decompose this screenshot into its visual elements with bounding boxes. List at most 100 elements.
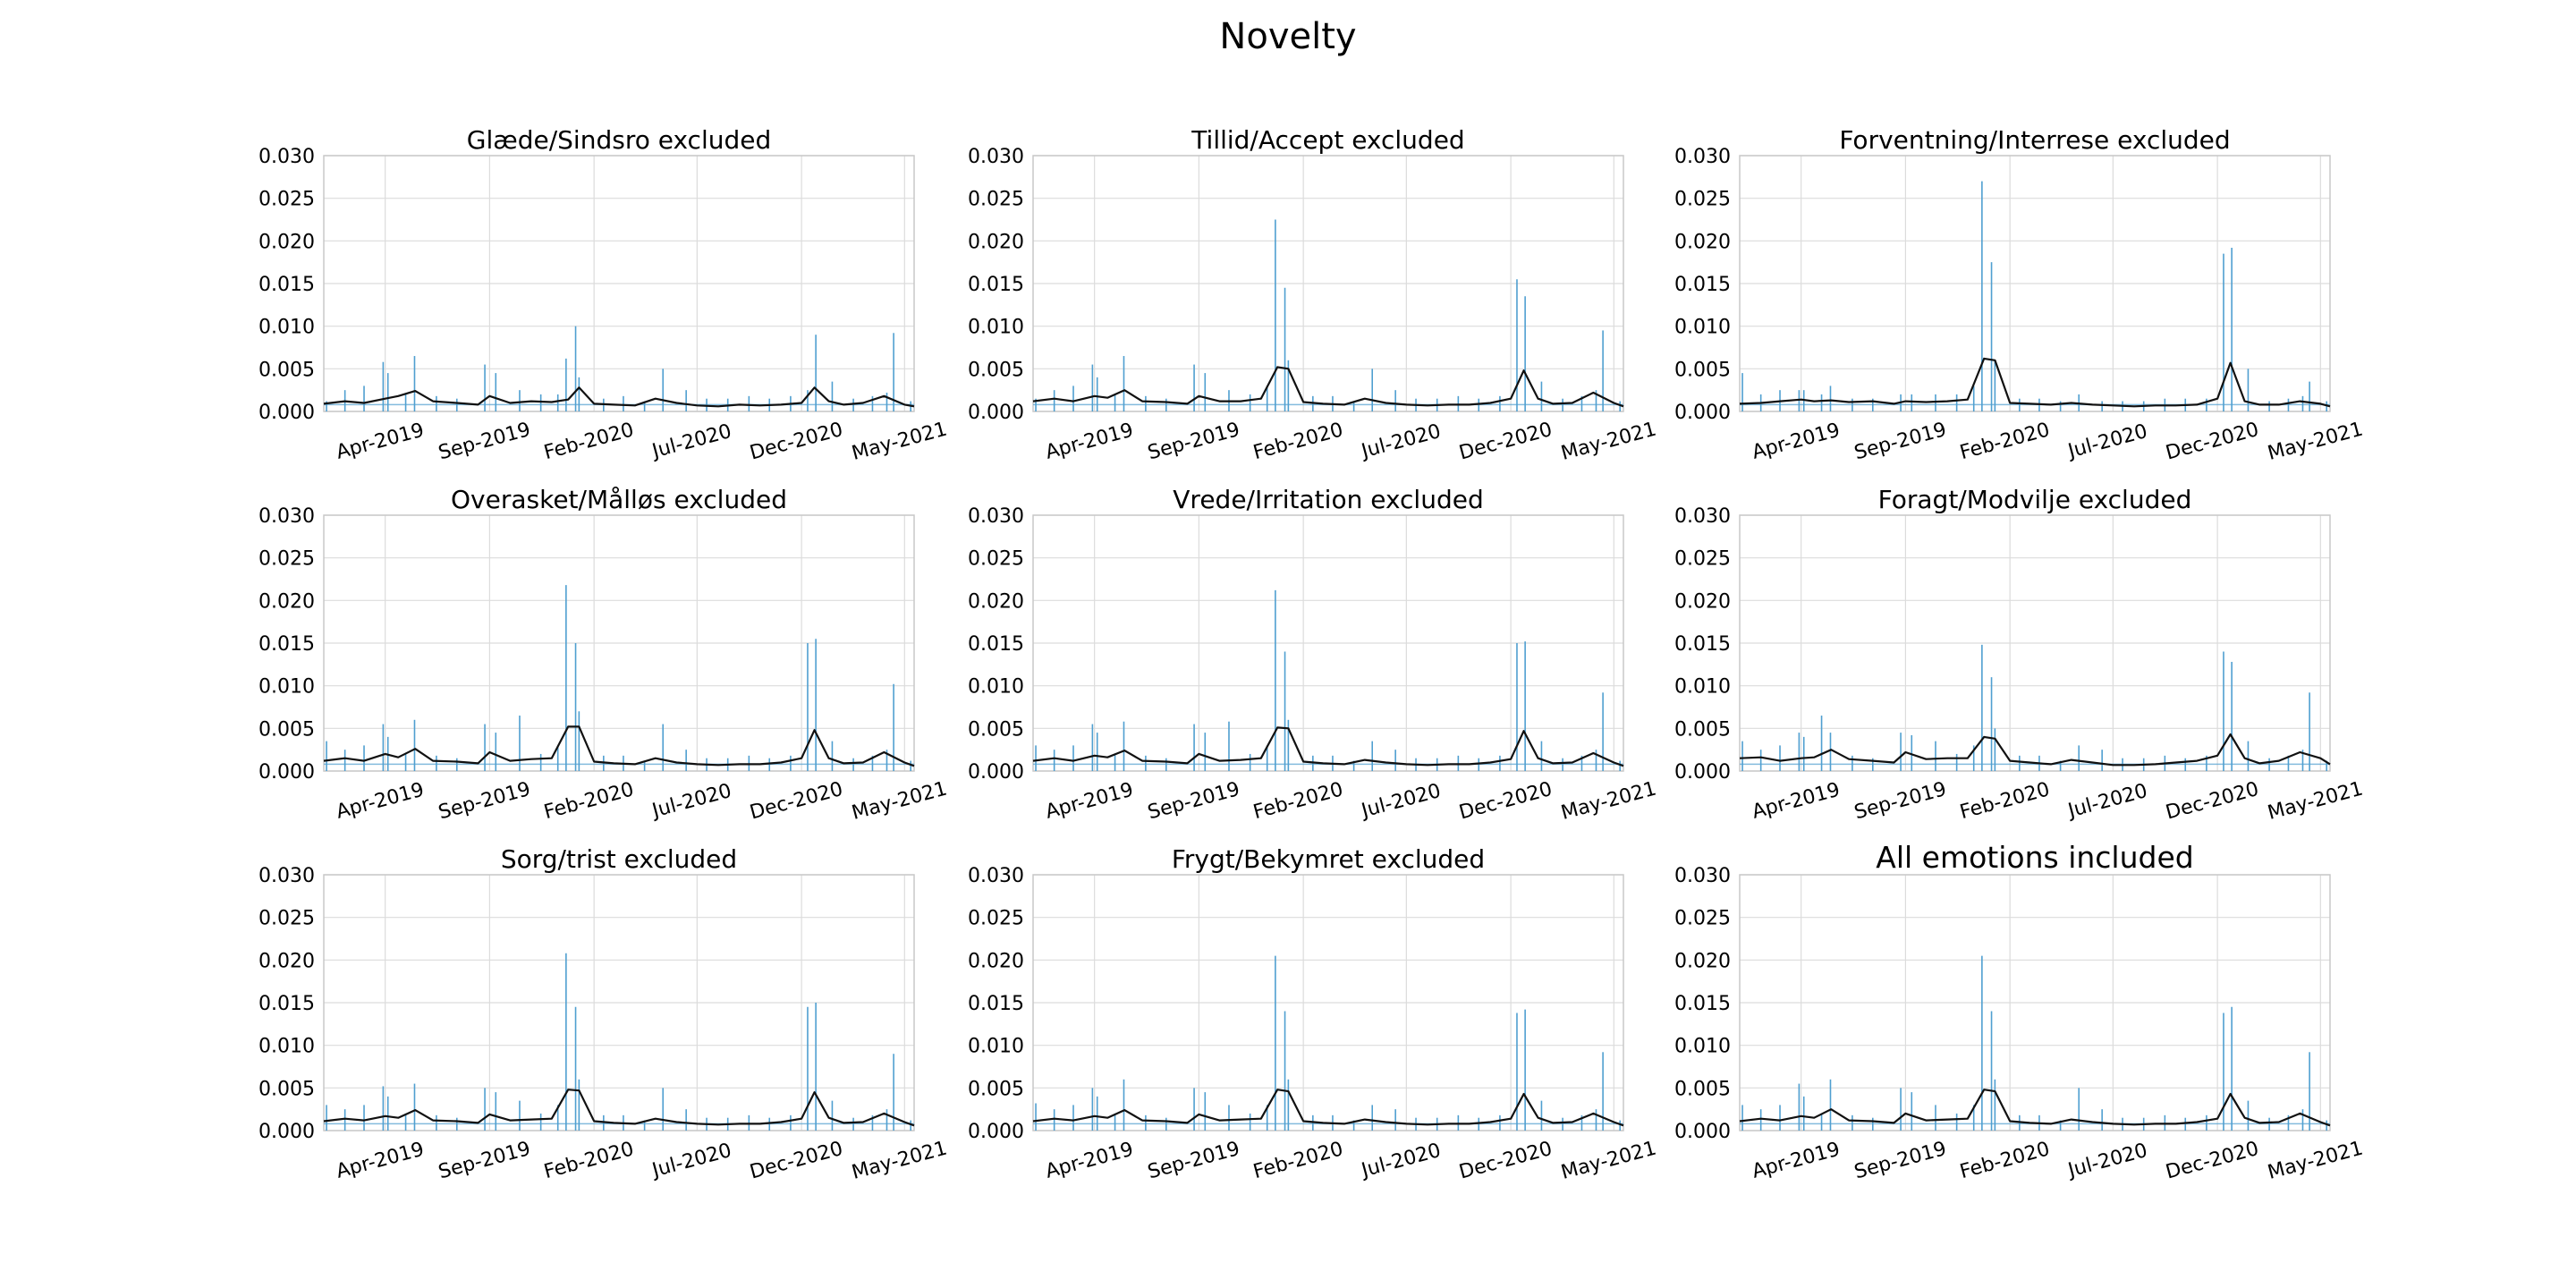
y-tick-label: 0.030 <box>968 146 1024 168</box>
smoothed-line <box>1032 1089 1624 1127</box>
raw-series <box>1033 219 1623 411</box>
y-tick-label: 0.020 <box>968 231 1024 253</box>
y-tick-label: 0.005 <box>968 359 1024 381</box>
x-tick-label: May-2021 <box>1559 419 1659 465</box>
x-tick-label: Sep-2019 <box>436 419 533 464</box>
subplot-title: Foragt/Modvilje excluded <box>1878 485 2192 514</box>
y-tick-label: 0.000 <box>258 761 315 784</box>
y-tick-label: 0.010 <box>1674 676 1731 699</box>
y-tick-label: 0.015 <box>258 993 315 1015</box>
y-tick-label: 0.030 <box>1674 865 1731 887</box>
subplot-title: Frygt/Bekymret excluded <box>1172 844 1485 874</box>
subplot-title: Vrede/Irritation excluded <box>1173 485 1483 514</box>
y-tick-label: 0.030 <box>258 146 315 168</box>
y-tick-label: 0.025 <box>1674 908 1731 930</box>
x-tick-label: Jul-2020 <box>1358 1140 1444 1182</box>
y-tick-label: 0.015 <box>968 993 1024 1015</box>
x-tick-label: Feb-2020 <box>542 419 637 464</box>
x-tick-label: May-2021 <box>2266 419 2366 465</box>
y-tick-label: 0.005 <box>968 1078 1024 1100</box>
x-tick-label: May-2021 <box>2266 1138 2366 1184</box>
y-tick-label: 0.025 <box>968 908 1024 930</box>
x-tick-label: Sep-2019 <box>1146 419 1242 464</box>
y-tick-label: 0.020 <box>258 231 315 253</box>
y-tick-label: 0.005 <box>1674 1078 1731 1100</box>
x-tick-label: Feb-2020 <box>1958 778 2053 824</box>
x-tick-label: Sep-2019 <box>1852 419 1949 464</box>
smoothed-line <box>1032 726 1624 767</box>
y-tick-label: 0.030 <box>1674 505 1731 528</box>
plot-frame <box>323 874 915 1131</box>
x-tick-label: Dec-2020 <box>2164 1138 2261 1184</box>
y-tick-label: 0.015 <box>258 274 315 296</box>
y-tick-label: 0.010 <box>1674 317 1731 339</box>
x-tick-label: Apr-2019 <box>1750 779 1843 824</box>
y-tick-label: 0.010 <box>968 676 1024 699</box>
subplot-title: Sorg/trist excluded <box>501 844 737 874</box>
y-tick-label: 0.015 <box>1674 274 1731 296</box>
x-tick-label: Feb-2020 <box>1251 1138 1346 1183</box>
x-tick-label: Sep-2019 <box>1146 1138 1242 1183</box>
y-tick-label: 0.000 <box>968 402 1024 424</box>
x-tick-label: Apr-2019 <box>1750 419 1843 464</box>
x-tick-label: Sep-2019 <box>1852 1138 1949 1183</box>
plot-frame <box>1032 155 1624 412</box>
y-tick-label: 0.005 <box>258 359 315 381</box>
plot-frame <box>1032 514 1624 772</box>
plot-frame <box>1739 155 2331 412</box>
y-tick-label: 0.000 <box>1674 761 1731 784</box>
subplot-title: Overasket/Målløs excluded <box>451 485 787 514</box>
x-tick-label: Sep-2019 <box>436 1138 533 1183</box>
x-tick-label: Dec-2020 <box>2164 778 2261 825</box>
subplot-title: Tillid/Accept excluded <box>1191 125 1464 155</box>
y-tick-label: 0.015 <box>1674 633 1731 656</box>
x-tick-label: Jul-2020 <box>648 780 734 823</box>
y-tick-label: 0.030 <box>258 505 315 528</box>
x-tick-label: Apr-2019 <box>1043 1139 1136 1183</box>
y-tick-label: 0.020 <box>1674 950 1731 972</box>
y-tick-label: 0.030 <box>968 865 1024 887</box>
y-tick-label: 0.020 <box>258 590 315 613</box>
y-tick-label: 0.015 <box>1674 993 1731 1015</box>
x-tick-label: May-2021 <box>1559 1138 1659 1184</box>
y-tick-label: 0.020 <box>968 590 1024 613</box>
y-tick-label: 0.020 <box>258 950 315 972</box>
plot-frame <box>323 155 915 412</box>
y-tick-label: 0.000 <box>968 1121 1024 1143</box>
y-tick-label: 0.005 <box>258 1078 315 1100</box>
plot-frame <box>323 514 915 772</box>
y-tick-label: 0.000 <box>1674 402 1731 424</box>
smoothed-line <box>1032 366 1624 408</box>
x-tick-label: Jul-2020 <box>2064 1140 2150 1182</box>
x-tick-label: Dec-2020 <box>1457 419 1555 465</box>
raw-series <box>1740 644 2330 771</box>
y-tick-label: 0.010 <box>258 676 315 699</box>
subplot: 0.000 0.005 0.010 0.015 0.020 0.025 0.030 Apr-2… <box>1674 125 2366 465</box>
y-tick-label: 0.000 <box>258 402 315 424</box>
y-tick-label: 0.005 <box>1674 359 1731 381</box>
subplot: 0.000 0.005 0.010 0.015 0.020 0.025 0.030 Apr-2… <box>1674 485 2366 825</box>
smoothed-line <box>1739 357 2331 408</box>
y-tick-label: 0.000 <box>258 1121 315 1143</box>
x-tick-label: Jul-2020 <box>1358 420 1444 463</box>
subplot: 0.000 0.005 0.010 0.015 0.020 0.025 0.030 Apr-2… <box>258 125 950 465</box>
x-tick-label: Apr-2019 <box>1043 779 1136 824</box>
subplot: 0.000 0.005 0.010 0.015 0.020 0.025 0.030 Apr-2… <box>968 125 1659 465</box>
subplot: 0.000 0.005 0.010 0.015 0.020 0.025 0.030 Apr-2… <box>968 844 1659 1184</box>
y-tick-label: 0.010 <box>1674 1036 1731 1058</box>
smoothed-line <box>1739 733 2331 767</box>
x-tick-label: Feb-2020 <box>1251 778 1346 824</box>
x-tick-label: May-2021 <box>850 778 950 825</box>
x-tick-label: May-2021 <box>850 419 950 465</box>
subplot-title: Glæde/Sindsro excluded <box>467 125 772 155</box>
figure-title: Novelty <box>1219 16 1357 57</box>
subplot: 0.000 0.005 0.010 0.015 0.020 0.025 0.030 Apr-2… <box>1674 840 2366 1184</box>
x-tick-label: Sep-2019 <box>436 778 533 824</box>
x-tick-label: Dec-2020 <box>748 1138 845 1184</box>
plot-frame <box>1739 874 2331 1131</box>
x-tick-label: May-2021 <box>1559 778 1659 825</box>
x-tick-label: Sep-2019 <box>1852 778 1949 824</box>
y-tick-label: 0.025 <box>968 189 1024 211</box>
